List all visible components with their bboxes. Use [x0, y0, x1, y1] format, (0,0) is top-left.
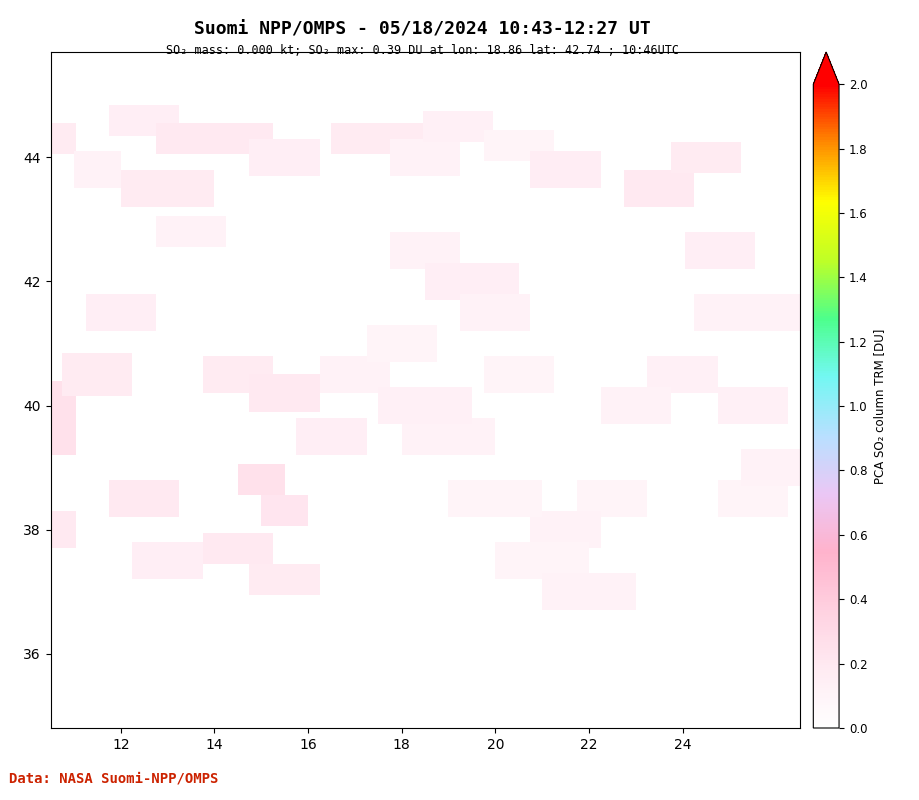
Bar: [483, 130, 554, 161]
Bar: [332, 123, 425, 154]
Bar: [249, 564, 320, 594]
Bar: [601, 387, 671, 424]
Bar: [460, 294, 530, 331]
Y-axis label: PCA SO₂ column TRM [DU]: PCA SO₂ column TRM [DU]: [873, 329, 886, 484]
Text: Data: NASA Suomi-NPP/OMPS: Data: NASA Suomi-NPP/OMPS: [9, 771, 219, 786]
Bar: [624, 170, 694, 207]
Bar: [483, 356, 554, 393]
Bar: [685, 232, 755, 269]
Bar: [647, 356, 718, 393]
Text: SO₂ mass: 0.000 kt; SO₂ max: 0.39 DU at lon: 18.86 lat: 42.74 ; 10:46UTC: SO₂ mass: 0.000 kt; SO₂ max: 0.39 DU at …: [166, 44, 679, 57]
Bar: [741, 449, 811, 486]
PathPatch shape: [813, 52, 839, 84]
Bar: [238, 465, 285, 495]
Bar: [249, 139, 320, 176]
Bar: [34, 123, 76, 154]
Bar: [109, 105, 179, 136]
Bar: [390, 139, 460, 176]
Bar: [34, 511, 76, 548]
Bar: [62, 353, 132, 396]
Bar: [495, 542, 589, 579]
Text: Suomi NPP/OMPS - 05/18/2024 10:43-12:27 UT: Suomi NPP/OMPS - 05/18/2024 10:43-12:27 …: [194, 20, 652, 38]
Bar: [542, 573, 636, 610]
Bar: [156, 123, 273, 154]
Bar: [402, 418, 495, 455]
Bar: [156, 216, 226, 247]
Bar: [320, 356, 390, 393]
Bar: [109, 480, 179, 517]
Bar: [203, 356, 273, 393]
Bar: [296, 418, 367, 455]
Bar: [390, 232, 460, 269]
Bar: [577, 480, 647, 517]
Bar: [694, 294, 765, 331]
Bar: [120, 170, 214, 207]
Bar: [261, 495, 308, 526]
Bar: [718, 387, 788, 424]
Bar: [85, 294, 156, 331]
Bar: [74, 151, 120, 189]
Bar: [741, 294, 811, 331]
Bar: [132, 542, 203, 579]
Bar: [530, 511, 601, 548]
Bar: [425, 263, 518, 300]
Bar: [367, 325, 437, 362]
Bar: [530, 151, 601, 189]
Bar: [34, 381, 76, 455]
Bar: [718, 480, 788, 517]
Bar: [671, 142, 741, 173]
Bar: [423, 111, 493, 142]
Bar: [249, 374, 320, 412]
Bar: [379, 387, 471, 424]
Bar: [448, 480, 542, 517]
Bar: [203, 533, 273, 564]
